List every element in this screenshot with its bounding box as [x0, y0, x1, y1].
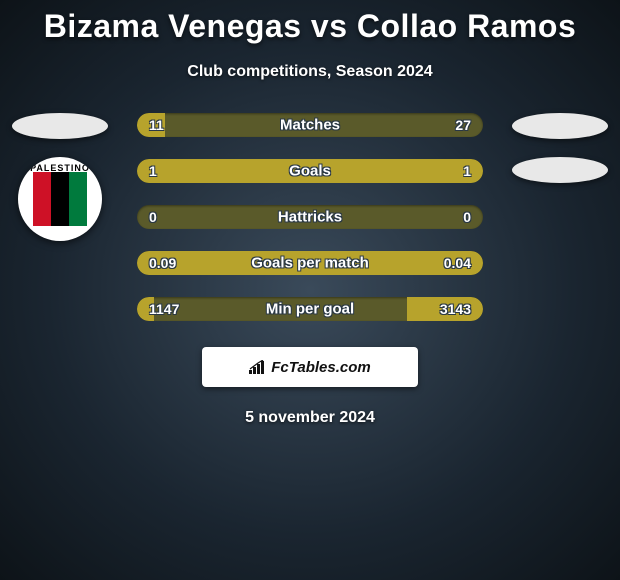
stat-value-right: 3143 [440, 301, 471, 317]
stat-row: Goals per match 0.09 0.04 [137, 251, 483, 275]
attribution-text: FcTables.com [271, 359, 370, 376]
stat-row: Goals 1 1 [137, 159, 483, 183]
stat-row: Min per goal 1147 3143 [137, 297, 483, 321]
stripe-black [51, 172, 69, 226]
stat-value-left: 1 [149, 163, 157, 179]
stripe-red [33, 172, 51, 226]
left-player-pill [12, 113, 108, 139]
stat-value-right: 1 [463, 163, 471, 179]
stat-label: Matches [280, 117, 340, 134]
stat-value-left: 0.09 [149, 255, 176, 271]
stripe-green [69, 172, 87, 226]
left-player-column: PALESTINO [0, 113, 120, 241]
stat-value-right: 27 [455, 117, 471, 133]
right-player-pill-1 [512, 113, 608, 139]
left-club-badge: PALESTINO [18, 157, 102, 241]
stat-label: Goals [289, 163, 331, 180]
stat-value-right: 0 [463, 209, 471, 225]
badge-stripes [33, 172, 87, 226]
page-title: Bizama Venegas vs Collao Ramos [0, 0, 620, 45]
stat-value-left: 11 [149, 117, 164, 133]
attribution-badge: FcTables.com [202, 347, 418, 387]
stat-bars: Matches1127Goals11Hattricks00Goals per m… [137, 113, 483, 321]
stat-value-left: 0 [149, 209, 157, 225]
date-text: 5 november 2024 [0, 409, 620, 427]
stat-value-left: 1147 [149, 301, 179, 317]
stat-label: Goals per match [251, 255, 369, 272]
stat-value-right: 0.04 [444, 255, 471, 271]
comparison-area: PALESTINO Matches1127Goals11Hattricks00G… [0, 113, 620, 321]
right-player-column [500, 113, 620, 183]
subtitle: Club competitions, Season 2024 [0, 63, 620, 81]
stat-seg-right [310, 159, 483, 183]
stat-row: Hattricks 0 0 [137, 205, 483, 229]
right-player-pill-2 [512, 157, 608, 183]
stat-label: Hattricks [278, 209, 342, 226]
stat-row: Matches 11 27 [137, 113, 483, 137]
stat-label: Min per goal [266, 301, 354, 318]
stat-seg-left [137, 159, 310, 183]
chart-icon [249, 360, 267, 374]
